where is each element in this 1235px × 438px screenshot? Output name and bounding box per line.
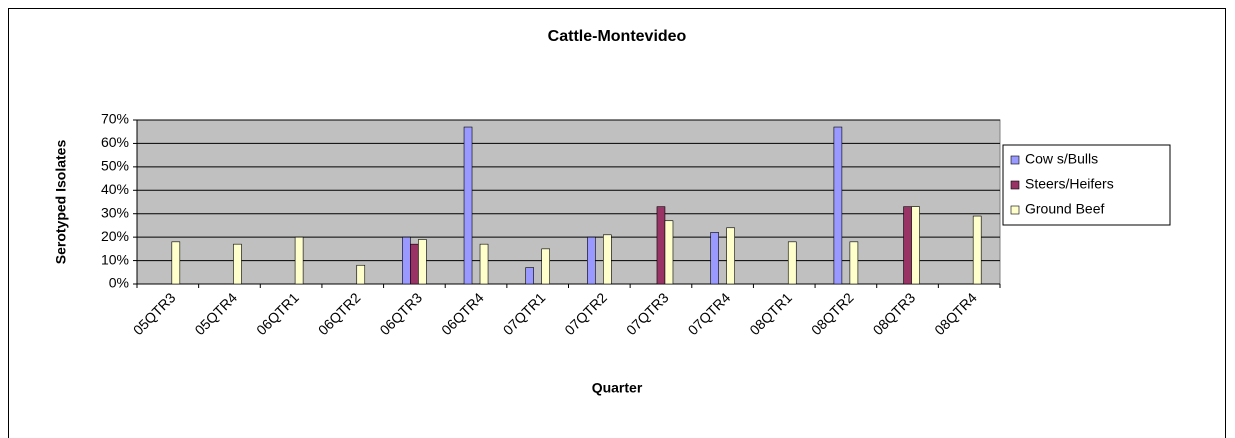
- y-tick-label: 0%: [109, 275, 129, 291]
- chart-title: Cattle-Montevideo: [548, 28, 687, 45]
- bar: [726, 227, 735, 285]
- bar: [833, 126, 843, 285]
- y-tick-label: 60%: [101, 134, 129, 150]
- legend-box: [1002, 144, 1171, 226]
- legend-swatch: [1010, 155, 1020, 165]
- bar: [171, 241, 181, 285]
- bar: [587, 236, 596, 285]
- plot-area: [136, 119, 1001, 285]
- bar: [903, 206, 912, 285]
- bar: [463, 126, 473, 285]
- bar: [294, 236, 304, 285]
- legend-label: Steers/Heifers: [1025, 176, 1114, 192]
- legend-swatch: [1010, 180, 1020, 190]
- y-tick-label: 40%: [101, 181, 129, 197]
- bar: [356, 264, 366, 285]
- bar: [710, 232, 719, 285]
- bar: [410, 243, 419, 285]
- bar: [479, 243, 489, 285]
- bar: [402, 236, 411, 285]
- legend-label: Ground Beef: [1025, 201, 1104, 217]
- legend-label: Cow s/Bulls: [1025, 151, 1098, 167]
- bar: [233, 243, 242, 285]
- y-tick-label: 30%: [101, 204, 129, 220]
- bar: [418, 239, 427, 285]
- bar: [972, 215, 982, 285]
- y-axis-title: Serotyped Isolates: [53, 140, 69, 265]
- x-axis-title: Quarter: [592, 380, 643, 396]
- bar: [911, 206, 920, 285]
- bar: [603, 234, 612, 285]
- bar: [664, 220, 674, 285]
- y-tick-label: 20%: [101, 228, 129, 244]
- bar: [541, 248, 550, 285]
- legend-swatch: [1010, 205, 1020, 215]
- bar: [787, 241, 797, 285]
- y-tick-label: 10%: [101, 251, 129, 267]
- y-tick-label: 70%: [101, 111, 129, 127]
- bar: [525, 267, 534, 285]
- bar: [849, 241, 859, 285]
- y-tick-label: 50%: [101, 158, 129, 174]
- bar: [656, 206, 666, 285]
